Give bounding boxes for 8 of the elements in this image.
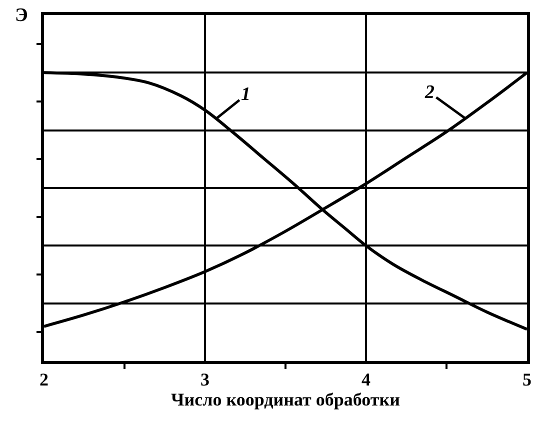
x-tick-label: 4 — [362, 369, 370, 390]
x-tick-label: 5 — [522, 369, 532, 390]
y-axis-title: Э — [15, 5, 28, 26]
series-label: 1 — [241, 84, 250, 105]
x-tick-label: 3 — [200, 369, 210, 390]
series-label: 2 — [424, 82, 435, 103]
x-axis-title: Число координат обработки — [171, 389, 400, 410]
x-tick-label: 2 — [40, 369, 48, 390]
